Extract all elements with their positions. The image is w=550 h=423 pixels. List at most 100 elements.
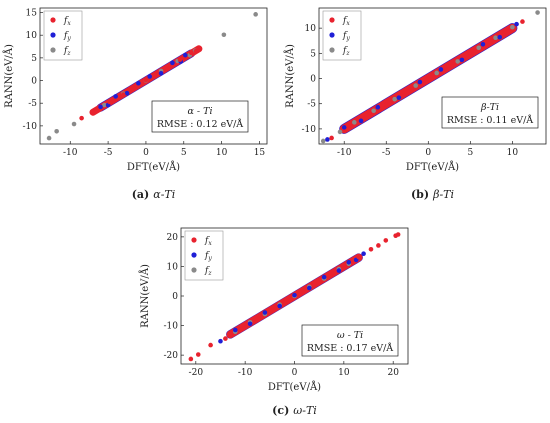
panel-b-plot-frame bbox=[318, 7, 547, 145]
panel-b-point-fy-5 bbox=[417, 79, 423, 85]
panel-b-legend-marker-fz bbox=[329, 47, 335, 53]
panel-c-point-fy-11 bbox=[361, 251, 366, 257]
panel-a-point-fx-0 bbox=[79, 115, 84, 121]
panel-c-xtick-label-1: -10 bbox=[238, 368, 253, 378]
panel-a-xtick-label-2: 0 bbox=[143, 148, 149, 158]
panel-a-ylabel: RANN(eV/Å) bbox=[3, 44, 15, 108]
panel-c-point-fy-2 bbox=[247, 321, 253, 327]
panel-a-point-fy-6 bbox=[158, 70, 164, 76]
panel-c-xtick-label-3: 10 bbox=[338, 368, 350, 378]
panel-a-plot-frame bbox=[39, 7, 268, 145]
panel-a-legend-marker-fx bbox=[50, 17, 56, 23]
panel-b-point-fz-7 bbox=[455, 59, 461, 64]
panel-c-legend-label-fx: fx bbox=[204, 236, 212, 247]
panel-a-point-fx-7 bbox=[164, 65, 170, 71]
panel-a-ytick-label-0: -10 bbox=[23, 122, 38, 132]
panel-c-yticks: -20 -10 0 10 20 bbox=[164, 233, 184, 361]
panel-c-point-fx-14 bbox=[376, 243, 381, 248]
panel-b-ytick-label-3: 5 bbox=[310, 49, 316, 59]
panel-c-point-fx-3 bbox=[223, 336, 228, 341]
panel-c-ytick-label-1: -10 bbox=[164, 322, 179, 332]
panel-c-legend-label-fz: fz bbox=[204, 266, 212, 277]
panel-c-point-fy-7 bbox=[321, 274, 327, 280]
panel-c-point-fx-5 bbox=[252, 318, 258, 323]
panel-c-point-fy-8 bbox=[336, 268, 342, 273]
panel-b-point-fz-9 bbox=[493, 35, 498, 41]
panel-a-info-title: α - Ti bbox=[187, 106, 212, 117]
panel-c-ytick-label-0: -20 bbox=[164, 351, 179, 361]
panel-a-point-fz-1 bbox=[54, 129, 59, 134]
panel-a-xtick-label-4: 10 bbox=[216, 148, 228, 158]
panel-b-caption: (b) β-Ti bbox=[411, 188, 454, 201]
panel-a-point-fz-11 bbox=[253, 12, 258, 17]
panel-c-point-fy-9 bbox=[346, 259, 352, 265]
panel-b-point-fy-8 bbox=[480, 41, 486, 47]
panel-b-point-fz-6 bbox=[434, 70, 440, 76]
panel-b-point-fz-4 bbox=[392, 96, 397, 102]
panel-b-ytick-label-2: 0 bbox=[310, 75, 316, 85]
panel-b-ylabel: RANN(eV/Å) bbox=[284, 44, 296, 108]
panel-c-point-fx-12 bbox=[356, 254, 361, 260]
panel-a-point-fy-9 bbox=[182, 52, 188, 58]
panel-c-point-fy-4 bbox=[277, 303, 282, 309]
panel-c-point-fx-6 bbox=[267, 307, 273, 313]
panel-b-ytick-label-0: -10 bbox=[302, 125, 317, 135]
panel-c-legend: fx fy fz bbox=[184, 230, 224, 281]
panel-a-ytick-label-4: 10 bbox=[26, 31, 38, 41]
panel-a-point-fx-9 bbox=[189, 50, 194, 56]
panel-c-xlabel: DFT(eV/Å) bbox=[268, 381, 321, 393]
panel-b-point-fz-5 bbox=[413, 83, 418, 88]
panel-b-ytick-label-4: 10 bbox=[305, 24, 317, 34]
panel-b-point-fz-2 bbox=[352, 120, 357, 125]
panel-b-point-fx-10 bbox=[520, 19, 525, 24]
panel-b-point-fy-7 bbox=[459, 57, 465, 63]
panel-a-legend-marker-fy bbox=[50, 32, 56, 38]
panel-c-point-fx-2 bbox=[208, 342, 213, 348]
panel-a-info-frame bbox=[151, 100, 249, 133]
panel-c-point-fy-3 bbox=[262, 310, 268, 315]
panel-b-point-fy-6 bbox=[438, 67, 444, 72]
panel-a-point-fy-0 bbox=[98, 104, 103, 110]
panel-a-xtick-label-5: 15 bbox=[254, 148, 266, 158]
panel-b-point-fz-8 bbox=[476, 45, 482, 51]
panel-a-ytick-label-5: 15 bbox=[26, 9, 38, 19]
panel-a-point-fz-2 bbox=[71, 121, 77, 127]
panel-c-xtick-label-0: -20 bbox=[189, 368, 204, 378]
panel-a-ytick-label-1: -5 bbox=[28, 99, 37, 109]
panel-b-point-fx-4 bbox=[409, 85, 414, 91]
panel-a-point-fz-0 bbox=[46, 135, 52, 141]
panel-a-point-fx-1 bbox=[94, 107, 100, 112]
panel-a-point-fy-4 bbox=[136, 80, 141, 86]
panel-b-point-fy-4 bbox=[396, 95, 402, 100]
panel-b-point-fx-1 bbox=[346, 123, 351, 129]
panel-b-point-fz-1 bbox=[337, 129, 343, 135]
panel-b-xtick-label-1: -5 bbox=[382, 148, 391, 158]
panel-a-point-fy-5 bbox=[147, 74, 153, 79]
panel-b-point-fx-9 bbox=[501, 29, 507, 35]
panel-a-info-rmse: RMSE : 0.12 eV/Å bbox=[157, 118, 243, 130]
panel-a-ytick-label-2: 0 bbox=[31, 77, 37, 87]
panel-b-legend-label-fz: fz bbox=[342, 46, 350, 57]
panel-c-ytick-label-4: 20 bbox=[167, 233, 179, 243]
panel-c-legend-box bbox=[184, 230, 224, 281]
panel-c-ytick-label-2: 0 bbox=[172, 292, 178, 302]
panel-c-legend-marker-fx bbox=[191, 237, 197, 243]
panel-c-info-frame bbox=[301, 324, 399, 357]
panel-a-point-fx-10 bbox=[193, 48, 199, 54]
panel-c-point-fx-15 bbox=[383, 238, 389, 243]
panel-c-points bbox=[188, 232, 401, 362]
panel-b-point-fx-3 bbox=[383, 102, 389, 108]
panel-b-point-fz-11 bbox=[535, 10, 540, 15]
panel-c-point-fx-0 bbox=[188, 356, 194, 362]
panel-b-point-fz-0 bbox=[320, 138, 326, 144]
panel-b-legend-label-fx: fx bbox=[342, 16, 350, 27]
panel-c-point-fx-1 bbox=[195, 352, 201, 357]
panel-c-info-box: ω - Ti RMSE : 0.17 eV/Å bbox=[301, 324, 399, 357]
panel-c-legend-marker-fy bbox=[191, 252, 197, 258]
panel-c-ytick-label-3: 10 bbox=[167, 262, 179, 272]
panel-b-point-fx-2 bbox=[367, 110, 372, 116]
panel-a-ytick-label-3: 5 bbox=[31, 54, 37, 64]
panel-c-point-fy-6 bbox=[307, 285, 312, 291]
panel-a-points bbox=[46, 12, 258, 141]
